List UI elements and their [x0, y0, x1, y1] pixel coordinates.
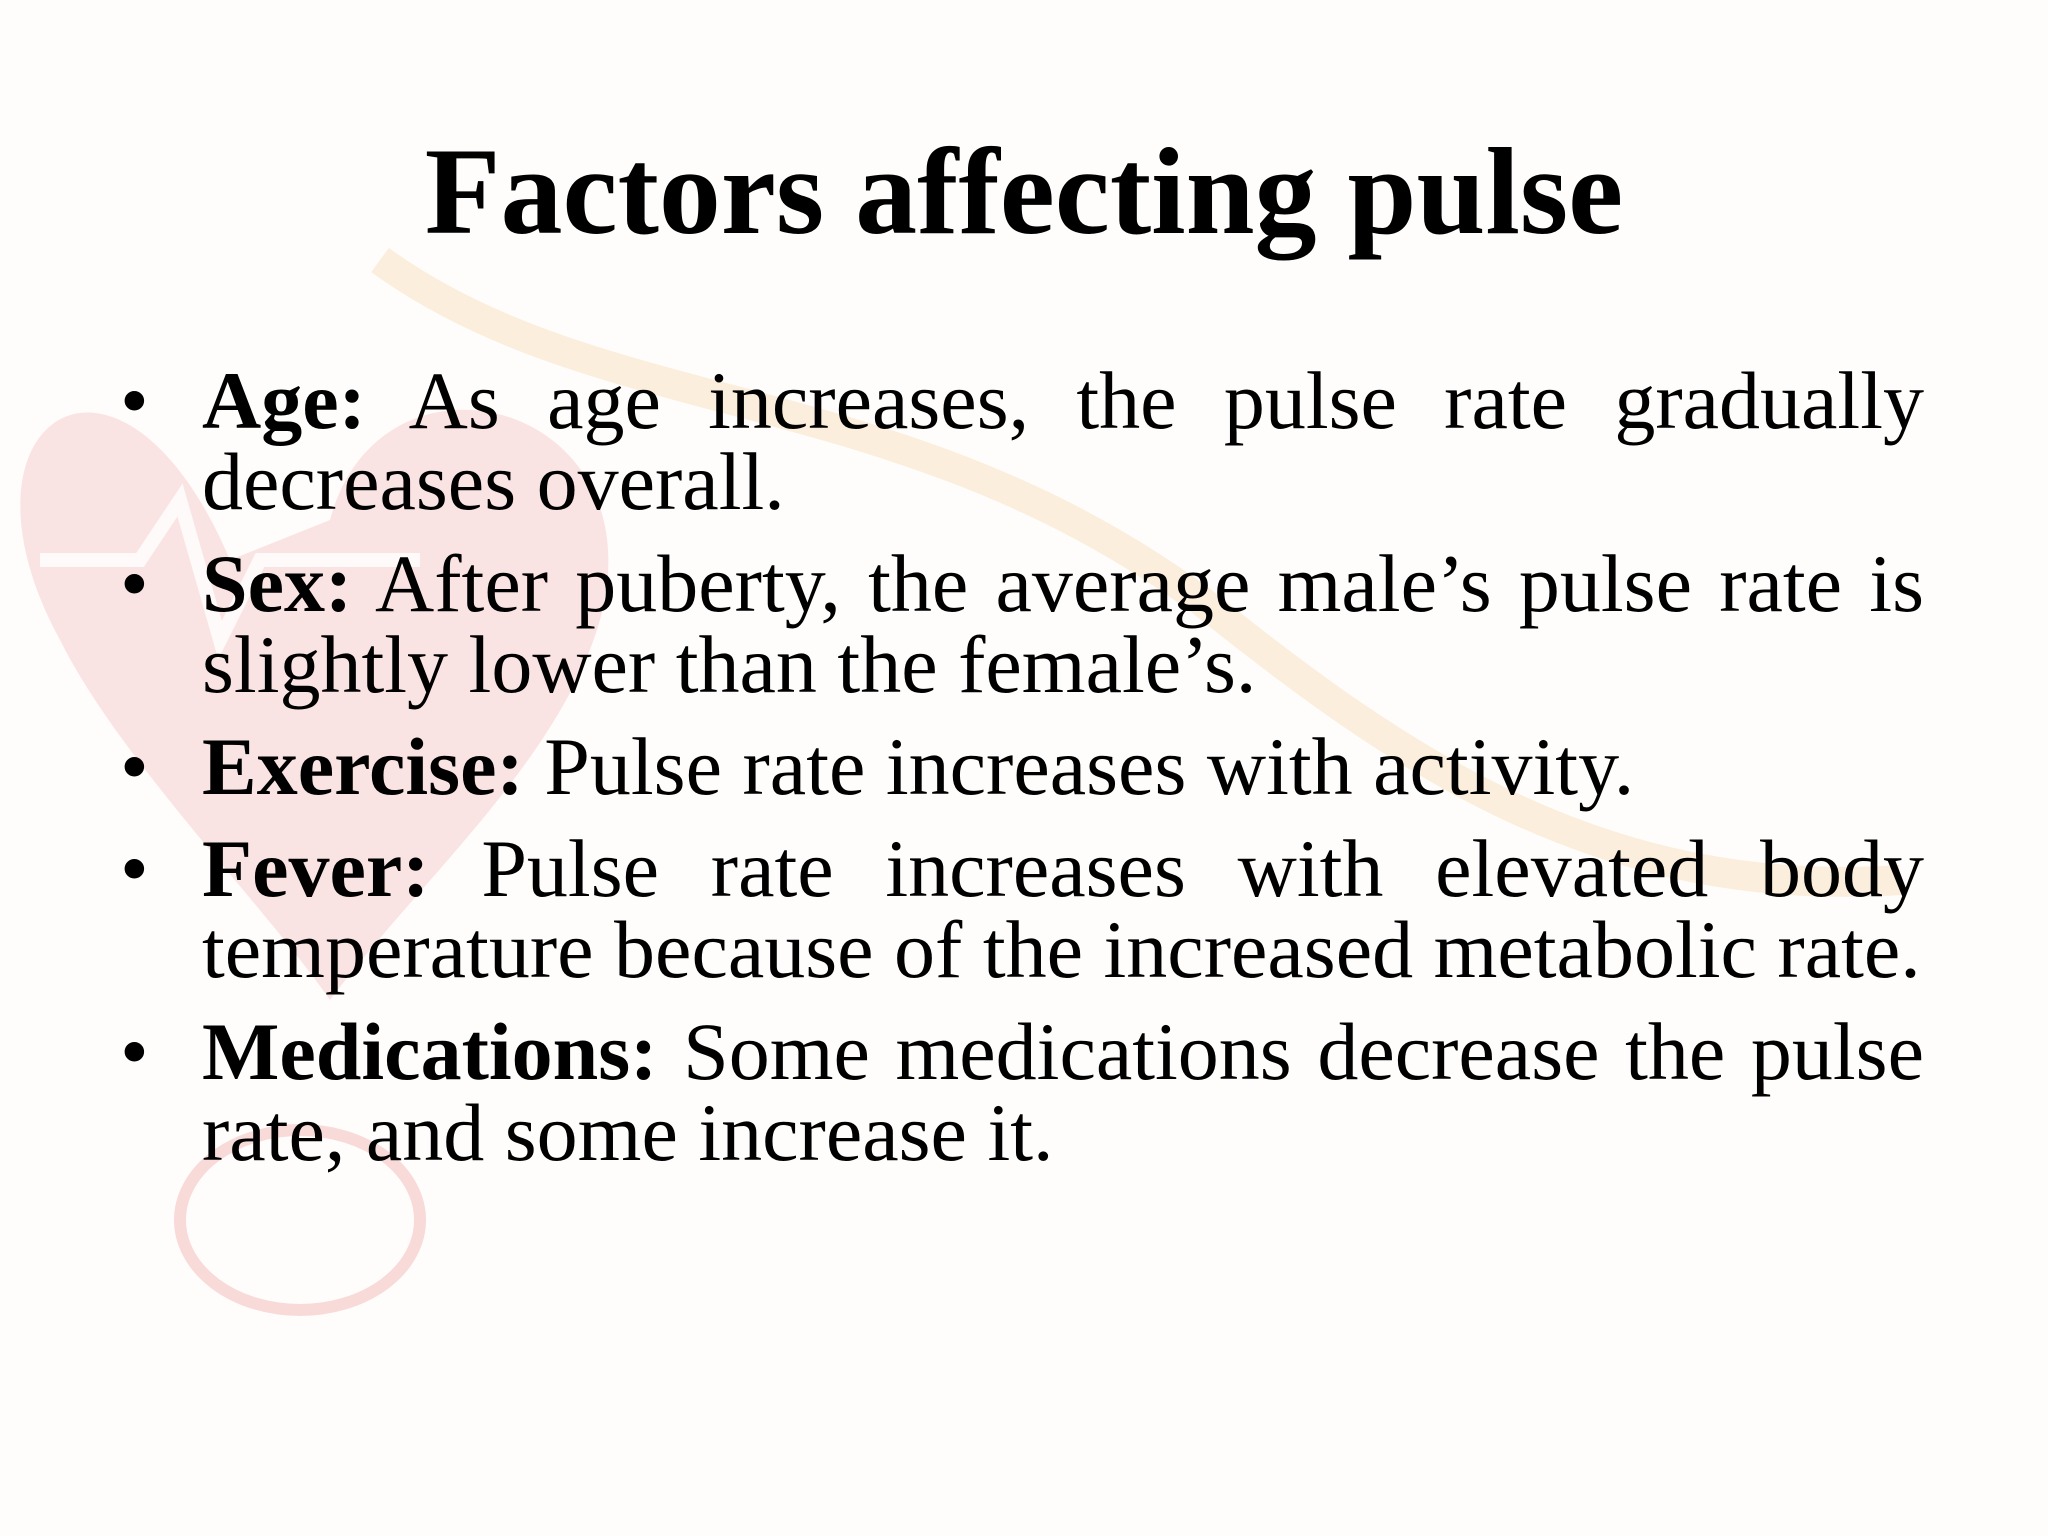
- bullet-item: Exercise: Pulse rate increases with acti…: [120, 726, 1924, 808]
- item-label: Age:: [202, 355, 366, 446]
- bullet-item: Medications: Some medications decrease t…: [120, 1011, 1924, 1174]
- item-label: Sex:: [202, 538, 353, 629]
- bullet-item: Age: As age increases, the pulse rate gr…: [120, 360, 1924, 523]
- bullet-item: Fever: Pulse rate increases with elevate…: [120, 828, 1924, 991]
- item-label: Medications:: [202, 1006, 658, 1097]
- item-label: Exercise:: [202, 721, 524, 812]
- slide-title: Factors affecting pulse: [424, 123, 1624, 260]
- item-text: Pulse rate increases with elevated body …: [202, 823, 1924, 995]
- item-text: Some medications decrease the pulse rate…: [202, 1006, 1924, 1178]
- bullet-list: Age: As age increases, the pulse rate gr…: [120, 360, 1924, 1194]
- item-text: As age increases, the pulse rate gradual…: [202, 355, 1924, 527]
- item-label: Fever:: [202, 823, 430, 914]
- item-text: Pulse rate increases with activity.: [544, 721, 1635, 812]
- bullet-item: Sex: After puberty, the average male’s p…: [120, 543, 1924, 706]
- item-text: After puberty, the average male’s pulse …: [202, 538, 1924, 710]
